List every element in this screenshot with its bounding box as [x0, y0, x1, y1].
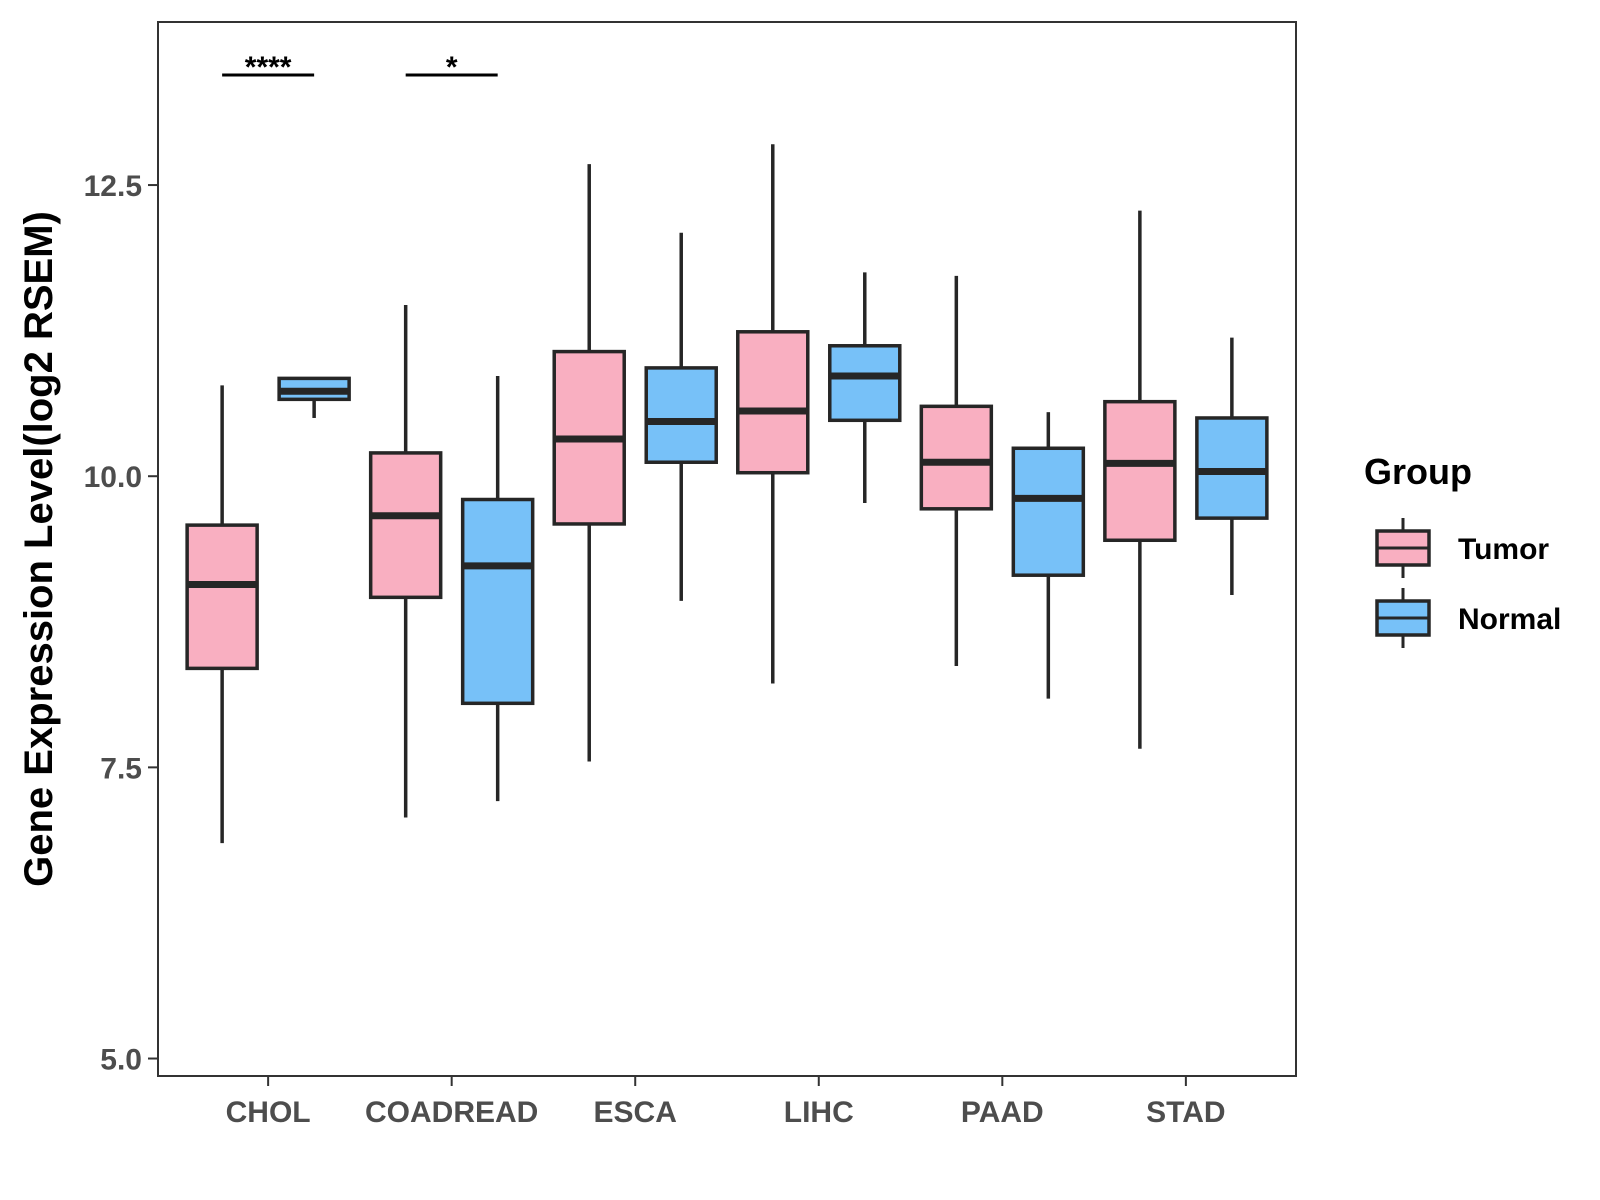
box-series	[185, 144, 1269, 844]
box-body	[460, 497, 535, 706]
box-tumor-chol	[185, 385, 259, 844]
x-tick-label: PAAD	[961, 1096, 1044, 1129]
box-normal-esca	[644, 232, 718, 601]
box-normal-paad	[1011, 412, 1086, 699]
box-tumor-stad	[1103, 210, 1177, 749]
plot-panel	[157, 21, 1297, 1077]
legend: Group Tumor Normal	[1364, 451, 1561, 648]
box-body	[1103, 399, 1177, 543]
significance-annotations: **** *	[222, 51, 498, 84]
box-normal-chol	[277, 376, 351, 418]
box-tumor-esca	[552, 164, 626, 762]
y-tick-label: 7.5	[100, 752, 142, 785]
box-normal-lihc	[828, 272, 902, 503]
y-axis-title: Gene Expression Level(log2 RSEM)	[17, 211, 61, 887]
box-normal-coadread	[460, 376, 535, 802]
x-tick-label: CHOL	[226, 1096, 311, 1129]
y-tick-label: 10.0	[84, 461, 142, 494]
x-tick-label: LIHC	[784, 1096, 854, 1129]
x-axis: CHOL COADREAD ESCA LIHC PAAD STAD	[226, 1076, 1226, 1129]
box-body	[644, 366, 718, 464]
box-body	[828, 344, 902, 423]
box-body	[1011, 446, 1086, 577]
y-tick-label: 5.0	[100, 1044, 142, 1077]
significance-label: *	[446, 51, 458, 84]
box-body	[919, 404, 994, 511]
box-body	[368, 451, 443, 600]
y-axis: 5.0 7.5 10.0 12.5	[84, 170, 158, 1077]
box-tumor-paad	[919, 275, 994, 667]
box-body	[736, 330, 810, 475]
x-tick-label: STAD	[1146, 1096, 1225, 1129]
box-tumor-coadread	[368, 305, 443, 818]
box-tumor-lihc	[736, 144, 810, 684]
legend-label-tumor: Tumor	[1458, 533, 1549, 566]
x-tick-label: COADREAD	[365, 1096, 538, 1129]
x-tick-label: ESCA	[594, 1096, 677, 1129]
legend-label-normal: Normal	[1458, 603, 1561, 636]
box-body	[185, 523, 259, 671]
box-normal-stad	[1195, 337, 1269, 596]
significance-label: ****	[245, 51, 292, 84]
y-tick-label: 12.5	[84, 170, 142, 203]
legend-title: Group	[1364, 451, 1472, 492]
